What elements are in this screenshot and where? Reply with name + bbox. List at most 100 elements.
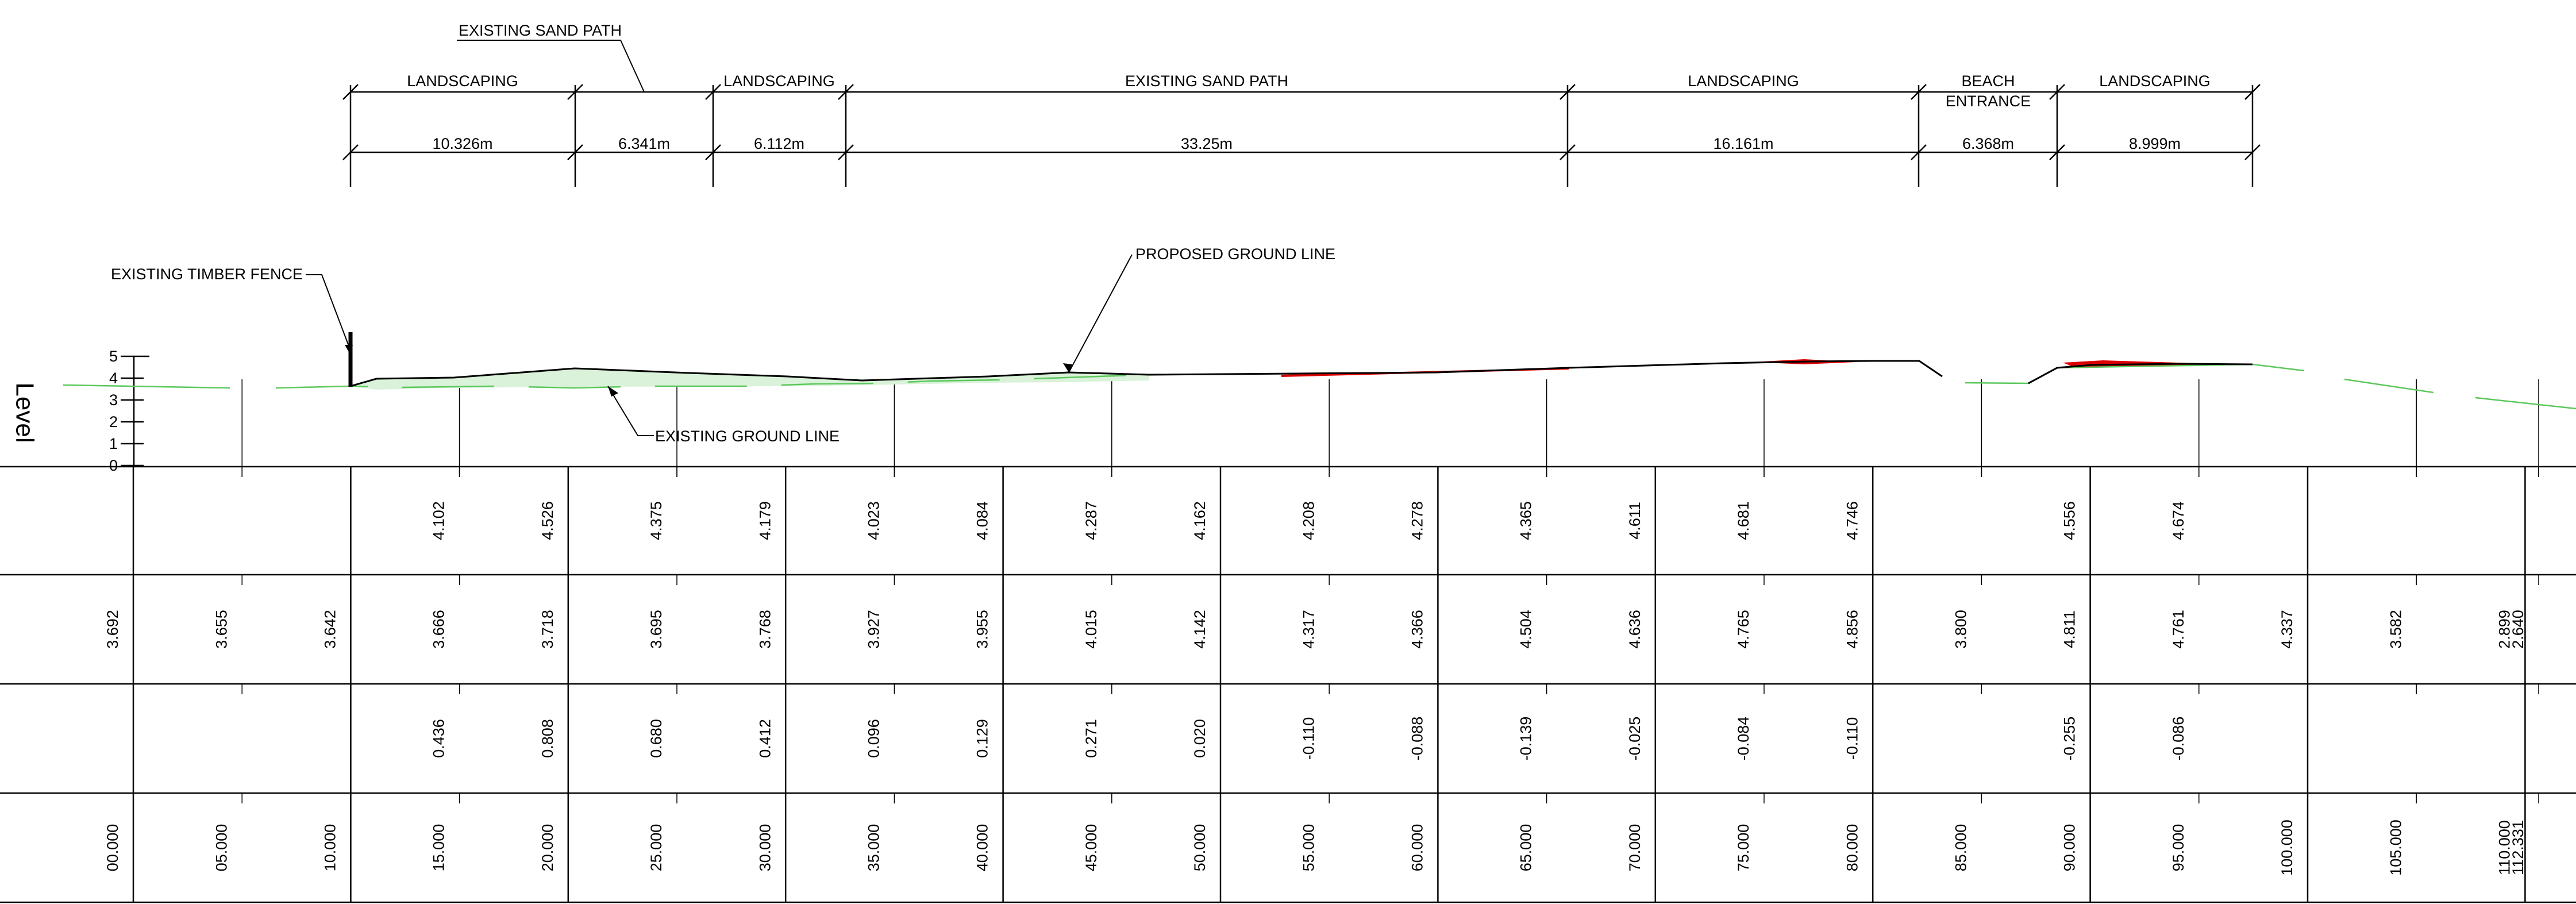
chainage-cell: 15.000 — [430, 824, 448, 872]
zone-label-landscaping-2: LANDSCAPING — [723, 72, 835, 90]
zone-label-landscaping-1: LANDSCAPING — [407, 72, 518, 90]
proposed-level-cell: 4.681 — [1735, 501, 1752, 540]
proposed-level-cell: 4.611 — [1626, 502, 1643, 540]
proposed-level-cell: 4.746 — [1843, 501, 1861, 540]
chainage-cell: 20.000 — [539, 824, 556, 872]
existing-level-cell: 2.899 — [2496, 610, 2513, 649]
difference-cell: 0.020 — [1191, 719, 1208, 758]
existing-timber-fence-label: EXISTING TIMBER FENCE — [111, 266, 303, 283]
chainage-cell: 30.000 — [756, 824, 773, 872]
existing-level-cell: 4.337 — [2278, 610, 2296, 649]
difference-cell: -0.110 — [1300, 717, 1317, 760]
proposed-level-cell: 4.365 — [1518, 501, 1535, 540]
chainage-cell: 00.000 — [104, 824, 121, 872]
existing-ground-line-5 — [2475, 397, 2576, 410]
existing-level-cell: 3.718 — [539, 610, 556, 649]
chainage-cell: 112.331 — [2509, 820, 2527, 875]
chainage-cell: 90.000 — [2061, 824, 2078, 872]
existing-level-cell: 3.666 — [430, 610, 448, 649]
existing-level-cell: 3.768 — [756, 610, 773, 649]
difference-cell: 0.808 — [539, 719, 556, 758]
difference-cell: -0.139 — [1518, 717, 1535, 761]
proposed-level-cell: 4.375 — [648, 501, 665, 540]
proposed-level-cell: 4.023 — [865, 501, 883, 540]
existing-level-cell: 2.640 — [2509, 610, 2527, 649]
zone-labels: LANDSCAPING LANDSCAPING EXISTING SAND PA… — [407, 72, 2211, 110]
chainage-cell: 60.000 — [1409, 824, 1426, 872]
annotations — [306, 40, 1133, 436]
difference-cell: -0.110 — [1843, 717, 1861, 760]
chainage-cell: 35.000 — [865, 824, 883, 872]
zone-dimension-4: 33.25m — [1181, 135, 1233, 152]
chainage-cell: 70.000 — [1626, 824, 1643, 872]
existing-level-cell: 3.955 — [974, 610, 991, 649]
proposed-ground-line-2 — [2028, 363, 2253, 384]
existing-level-cell: 3.642 — [322, 610, 339, 649]
station-ticks — [241, 379, 2539, 803]
difference-cell: 0.096 — [865, 719, 883, 758]
existing-level-cell: 3.800 — [1953, 610, 1970, 649]
existing-level-cell: 4.504 — [1518, 610, 1535, 649]
proposed-level-cell: 4.278 — [1409, 501, 1426, 540]
chainage-cell: 40.000 — [974, 824, 991, 872]
difference-cell: -0.088 — [1409, 717, 1426, 761]
proposed-level-cell: 4.556 — [2061, 501, 2078, 540]
chainage-row: 00.000 05.000 10.000 15.000 20.000 25.000 30.0… — [104, 820, 2527, 876]
scale-tick-2: 2 — [109, 413, 118, 430]
proposed-level-cell: 4.287 — [1083, 501, 1100, 540]
chainage-cell: 80.000 — [1843, 824, 1861, 872]
difference-cell: 0.680 — [648, 719, 665, 758]
chainage-cell: 10.000 — [322, 824, 339, 872]
existing-ground-line-3 — [1965, 363, 2305, 384]
existing-level-cell: 4.811 — [2061, 610, 2078, 648]
chainage-cell: 110.000 — [2496, 820, 2513, 875]
zone-label-landscaping-4: LANDSCAPING — [2099, 72, 2211, 90]
difference-cell: 0.129 — [974, 719, 991, 758]
data-table — [0, 466, 2576, 903]
chainage-cell: 45.000 — [1083, 824, 1100, 872]
chainage-cell: 100.000 — [2278, 820, 2296, 876]
existing-level-cell: 4.317 — [1300, 610, 1317, 649]
level-axis-label: Level — [10, 382, 38, 443]
existing-level-row: 3.692 3.655 3.642 3.666 3.718 3.695 3.768 3.927… — [104, 610, 2527, 649]
existing-level-cell: 3.927 — [865, 610, 883, 649]
existing-level-cell: 4.765 — [1735, 610, 1752, 649]
chainage-cell: 85.000 — [1953, 824, 1970, 872]
scale-tick-3: 3 — [109, 391, 118, 409]
existing-level-cell: 4.142 — [1191, 610, 1208, 649]
scale-tick-1: 1 — [109, 435, 118, 452]
table-column-dividers — [132, 467, 2526, 902]
chainage-cell: 105.000 — [2387, 820, 2404, 876]
difference-cell: 0.412 — [756, 719, 773, 758]
chainage-cell: 75.000 — [1735, 824, 1752, 872]
existing-level-cell: 3.695 — [648, 610, 665, 649]
zone-dimension-1: 10.326m — [432, 135, 492, 152]
zone-dimension-7: 8.999m — [2129, 135, 2181, 152]
annotation-arrows — [345, 345, 1072, 397]
difference-cell: 0.436 — [430, 719, 448, 758]
existing-level-cell: 3.692 — [104, 610, 121, 649]
proposed-level-cell: 4.102 — [430, 501, 448, 540]
chainage-cell: 50.000 — [1191, 824, 1208, 872]
zone-label-beach: BEACH — [1961, 72, 2015, 90]
proposed-ground-line-label: PROPOSED GROUND LINE — [1135, 245, 1335, 263]
existing-level-cell: 4.366 — [1409, 610, 1426, 649]
ground-profile — [63, 359, 2576, 410]
existing-level-cell: 4.636 — [1626, 610, 1643, 649]
difference-cell: 0.271 — [1083, 719, 1100, 758]
existing-level-cell: 3.582 — [2387, 610, 2404, 649]
proposed-level-cell: 4.526 — [539, 501, 556, 540]
zone-label-entrance: ENTRANCE — [1946, 93, 2031, 110]
zone-dimensions: 10.326m 6.341m 6.112m 33.25m 16.161m 6.3… — [432, 135, 2181, 152]
difference-cell: -0.025 — [1626, 717, 1643, 761]
cut-fill-area — [351, 368, 1149, 390]
proposed-level-cell: 4.162 — [1191, 501, 1208, 540]
zone-dimension-lines — [342, 84, 2261, 187]
existing-ground-line-label: EXISTING GROUND LINE — [655, 428, 840, 445]
level-scale: Level 5 4 3 2 1 0 — [10, 348, 149, 474]
zone-dimension-6: 6.368m — [1962, 135, 2014, 152]
chainage-cell: 25.000 — [648, 824, 665, 872]
scale-tick-0: 0 — [109, 457, 118, 474]
chainage-cell: 05.000 — [213, 824, 230, 872]
